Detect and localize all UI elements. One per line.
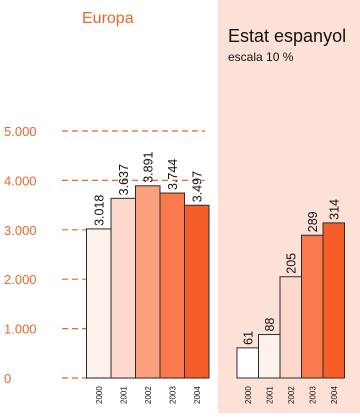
- europe-y-axis: 0 1.000 2.000 3.000 4.000 5.000: [4, 124, 37, 386]
- europe-y-tick-label: 0: [4, 371, 11, 386]
- spain-bar: [301, 234, 324, 379]
- europe-bar: [86, 228, 112, 379]
- europe-y-tick-label: 2.000: [4, 272, 37, 287]
- europe-x-tick-label: 2000: [95, 386, 104, 404]
- europe-bar-value-label: 3.637: [117, 164, 131, 195]
- spain-chart-subtitle: escala 10 %: [228, 50, 294, 64]
- europe-x-tick-label: 2001: [119, 386, 128, 404]
- spain-x-tick-label: 2003: [308, 386, 317, 404]
- europe-x-tick-label: 2004: [193, 386, 202, 404]
- spain-bar-value-label: 205: [285, 253, 299, 274]
- europe-bar: [135, 185, 161, 379]
- europe-bar-value-label: 3.891: [142, 151, 156, 182]
- spain-bars: 61 2000 88 2001 205 2002 289 2003 314 2004: [236, 199, 345, 404]
- spain-bar-value-label: 314: [328, 199, 342, 220]
- europe-y-tick-label: 1.000: [4, 322, 37, 337]
- spain-bar-value-label: 88: [263, 318, 277, 332]
- spain-chart-title: Estat espanyol: [228, 26, 347, 46]
- europe-bars: 3.018 2000 3.637 2001 3.891 2002 3.744 2003 3.49…: [86, 151, 210, 404]
- europe-bar: [159, 192, 185, 379]
- spain-x-tick-label: 2000: [244, 386, 253, 404]
- europe-bar: [184, 204, 210, 379]
- spain-x-tick-label: 2001: [265, 386, 274, 404]
- europe-bar-value-label: 3.018: [93, 195, 107, 226]
- europe-bar-value-label: 3.497: [191, 171, 205, 202]
- spain-bar-value-label: 289: [306, 211, 320, 232]
- spain-x-tick-label: 2002: [287, 386, 296, 404]
- europe-bar-value-label: 3.744: [166, 159, 180, 190]
- europe-y-tick-label: 4.000: [4, 173, 37, 188]
- europe-y-tick-label: 5.000: [4, 124, 37, 139]
- europe-bar: [110, 197, 136, 379]
- europe-x-tick-label: 2002: [144, 386, 153, 404]
- europe-y-tick-label: 3.000: [4, 223, 37, 238]
- spain-bar: [322, 222, 345, 379]
- spain-x-tick-label: 2004: [330, 386, 339, 404]
- spain-bar-value-label: 61: [242, 331, 256, 345]
- spain-bar: [258, 334, 281, 379]
- europe-x-tick-label: 2003: [168, 386, 177, 404]
- spain-bar: [279, 276, 302, 379]
- spain-bar: [236, 347, 259, 379]
- europe-chart-title: Europa: [82, 10, 134, 27]
